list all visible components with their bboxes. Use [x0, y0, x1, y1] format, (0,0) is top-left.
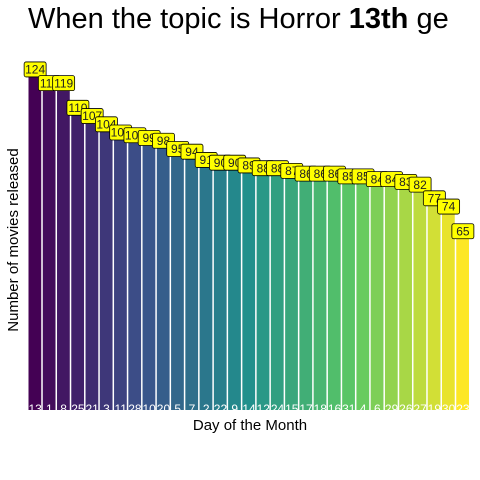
x-tick-label: 7 [189, 402, 196, 416]
x-tick-label: 6 [374, 402, 381, 416]
x-tick-label: 9 [231, 402, 238, 416]
x-tick-label: 12 [257, 402, 271, 416]
x-tick-label: 5 [174, 402, 181, 416]
bar [285, 171, 298, 410]
x-tick-label: 30 [442, 402, 456, 416]
bar [327, 174, 341, 410]
bar [156, 141, 170, 410]
bar [299, 174, 313, 410]
value-label-box [451, 223, 475, 240]
x-tick-label: 15 [285, 402, 299, 416]
value-label-box [52, 75, 76, 92]
bar [199, 160, 213, 410]
x-tick-label: 20 [157, 402, 171, 416]
bar [128, 135, 142, 410]
bar [28, 69, 42, 410]
x-tick-label: 23 [456, 402, 470, 416]
value-label-box [437, 198, 461, 215]
bar [71, 108, 85, 410]
y-axis-title: Number of movies released [5, 148, 22, 331]
bar [399, 182, 412, 410]
value-label: 65 [456, 224, 470, 238]
x-tick-label: 3 [103, 402, 110, 416]
x-tick-label: 29 [385, 402, 399, 416]
x-tick-label: 19 [428, 402, 442, 416]
bar [142, 138, 156, 410]
bar [370, 179, 384, 410]
bar [114, 133, 127, 411]
bar [270, 168, 284, 410]
x-tick-label: 10 [143, 402, 157, 416]
x-tick-label: 22 [214, 402, 228, 416]
value-label-box [23, 61, 47, 78]
value-label: 119 [54, 76, 73, 90]
bar [99, 124, 113, 411]
bar [171, 149, 184, 410]
bar [57, 83, 70, 410]
bar [313, 174, 327, 410]
bar [242, 165, 256, 410]
chart-title: When the topic is Horror 13th ge [28, 3, 449, 35]
x-tick-label: 14 [242, 402, 256, 416]
x-tick-label: 16 [328, 402, 342, 416]
x-tick-label: 4 [360, 402, 367, 416]
bar [213, 163, 227, 410]
bar [384, 179, 398, 410]
x-tick-label: 25 [71, 402, 85, 416]
x-tick-label: 21 [85, 402, 99, 416]
bar [356, 176, 370, 410]
x-tick-label: 2 [203, 402, 210, 416]
x-tick-label: 31 [342, 402, 356, 416]
value-label: 82 [413, 178, 427, 192]
x-tick-label: 13 [28, 402, 42, 416]
bar [256, 168, 270, 410]
bar [342, 176, 355, 410]
bar [427, 198, 441, 410]
value-label-box [408, 176, 432, 193]
bar [85, 116, 99, 410]
bar [185, 152, 199, 410]
x-axis-title: Day of the Month [193, 417, 307, 434]
x-tick-label: 18 [314, 402, 328, 416]
value-label: 124 [25, 63, 45, 77]
x-tick-label: 28 [128, 402, 142, 416]
x-tick-label: 26 [399, 402, 413, 416]
bar [413, 185, 427, 410]
x-tick-label: 8 [60, 402, 67, 416]
x-tick-label: 24 [271, 402, 285, 416]
bar [456, 231, 469, 410]
x-tick-label: 11 [114, 402, 127, 416]
bar [441, 207, 455, 410]
value-label: 74 [442, 200, 456, 214]
x-tick-label: 17 [299, 402, 313, 416]
bar [228, 163, 241, 410]
x-tick-label: 27 [413, 402, 427, 416]
bar [42, 83, 56, 410]
x-tick-label: 1 [46, 402, 53, 416]
